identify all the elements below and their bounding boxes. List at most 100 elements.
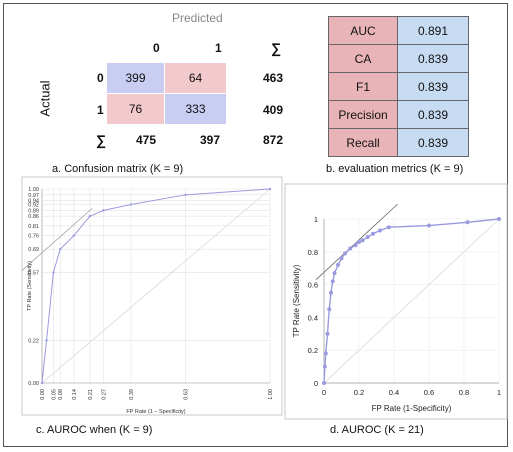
- roc-point: [360, 238, 365, 243]
- iso-performance-line: [315, 203, 398, 280]
- metrics-table: AUC 0.891 CA 0.839 F1 0.839 Precision 0.839 …: [328, 16, 469, 157]
- metric-row: F1 0.839: [328, 72, 469, 101]
- row-header-total: ∑: [96, 132, 106, 148]
- x-tick-label: 0.05: [51, 389, 57, 400]
- roc-point: [365, 235, 370, 240]
- roc-curve: [323, 218, 500, 384]
- roc-point: [371, 231, 375, 236]
- x-tick-label: 0.39: [129, 389, 135, 400]
- caption-c: c. AUROC when (K = 9): [36, 424, 153, 436]
- roc-chart-k9: 0.00 0.22 0.57 0.69 0.76 0.81 0.860.890.920.94…: [21, 176, 283, 416]
- y-tick-label: 0.86: [28, 214, 39, 220]
- roc-point: [348, 246, 353, 251]
- x-axis-label: FP Rate (1 – Specificity): [126, 409, 185, 415]
- x-tick-label: 0: [322, 388, 326, 397]
- y-tick-label: 0.94: [28, 199, 39, 205]
- roc-point: [322, 381, 326, 385]
- x-tick-label: 0.2: [354, 388, 364, 397]
- roc-point: [72, 234, 76, 237]
- roc-point: [88, 214, 92, 218]
- metric-row: Recall 0.839: [328, 128, 469, 157]
- roc-curve: [41, 188, 271, 384]
- cell-tp: 333: [165, 94, 226, 124]
- x-tick-label: 0.00: [40, 389, 46, 400]
- roc-point: [343, 251, 347, 256]
- x-tick-label: 0.63: [184, 389, 190, 400]
- caption-a: a. Confusion matrix (K = 9): [52, 163, 184, 175]
- x-tick-label: 0.27: [102, 389, 108, 400]
- roc-point: [184, 193, 187, 197]
- roc-point: [45, 339, 48, 342]
- metric-value: 0.839: [397, 128, 469, 157]
- y-tick-label: 0.22: [28, 338, 39, 344]
- chance-diagonal: [41, 188, 271, 384]
- metric-name: CA: [328, 44, 398, 73]
- metric-name: Precision: [328, 100, 398, 129]
- y-tick-label: 0.8: [308, 248, 318, 257]
- caption-b: b. evaluation metrics (K = 9): [326, 163, 464, 175]
- roc-point: [52, 271, 55, 274]
- x-tick-label: 0.8: [459, 388, 469, 397]
- roc-point: [323, 351, 328, 356]
- y-tick-label: 0.2: [308, 346, 318, 355]
- metric-value: 0.891: [397, 16, 469, 45]
- metric-value: 0.839: [397, 72, 469, 101]
- col-header-1: 1: [215, 41, 222, 55]
- y-tick-label: 0.97: [28, 193, 39, 199]
- metric-name: F1: [328, 72, 398, 101]
- metric-value: 0.839: [397, 100, 469, 129]
- x-tick-label: 0.08: [58, 389, 64, 400]
- roc-point: [353, 243, 358, 248]
- y-tick-label: 0.00: [28, 381, 39, 387]
- roc-point: [427, 223, 431, 228]
- y-tick-label: 0.92: [28, 203, 39, 209]
- predicted-label: Predicted: [172, 11, 223, 25]
- row-header-1: 1: [97, 103, 104, 117]
- y-tick-label: 0: [314, 379, 318, 388]
- x-tick-label: 1.00: [268, 389, 274, 400]
- plot-frame: [21, 176, 283, 416]
- roc-point: [378, 228, 382, 233]
- y-tick-label: 0.69: [28, 247, 39, 253]
- roc-point: [327, 307, 332, 312]
- roc-point: [330, 279, 335, 284]
- y-tick-label: 0.81: [28, 224, 39, 230]
- roc-point: [268, 187, 272, 191]
- x-axis-label: FP Rate (1-Specificity): [372, 404, 452, 413]
- y-tick-label: 0.89: [28, 208, 39, 214]
- y-axis-label: TP Rate (Sensitivity): [292, 264, 301, 337]
- roc-point: [40, 381, 44, 385]
- roc-point: [102, 209, 105, 212]
- roc-point: [497, 217, 501, 221]
- caption-d: d. AUROC (K = 21): [330, 424, 424, 436]
- x-tick-label: 0.14: [72, 389, 78, 400]
- cell-tn: 399: [107, 63, 164, 93]
- roc-point: [325, 331, 330, 336]
- roc-point: [339, 256, 344, 261]
- row-total-0: 463: [263, 71, 284, 85]
- cell-fn: 76: [107, 94, 164, 124]
- roc-chart-k21: 0 0.2 0.4 0.6 0.8 1 0 0.2 0.4 0.6 0.8 1 FP Rate (1-S…: [284, 183, 508, 420]
- y-tick-label: 1: [314, 215, 318, 224]
- col-total-0: 475: [136, 133, 157, 147]
- y-tick-label: 0.76: [28, 234, 39, 240]
- metric-row: Precision 0.839: [328, 100, 469, 129]
- roc-point: [129, 203, 133, 206]
- roc-point: [336, 262, 340, 267]
- grand-total: 872: [263, 133, 284, 147]
- metric-value: 0.839: [397, 44, 469, 73]
- metric-row: AUC 0.891: [328, 16, 469, 45]
- plot-frame: [284, 183, 508, 420]
- roc-point: [357, 239, 361, 244]
- cell-fp: 64: [165, 63, 226, 93]
- col-header-0: 0: [153, 41, 160, 55]
- y-tick-label: 0.6: [308, 281, 318, 290]
- actual-label: Actual: [37, 80, 53, 117]
- y-tick-label: 0.57: [28, 270, 39, 276]
- y-tick-label: 0.4: [308, 313, 318, 322]
- metric-row: CA 0.839: [328, 44, 469, 73]
- roc-point: [465, 220, 470, 225]
- x-tick-label: 0.6: [424, 388, 434, 397]
- y-tick-label: 1.00: [28, 187, 39, 193]
- col-header-total: ∑: [271, 40, 281, 56]
